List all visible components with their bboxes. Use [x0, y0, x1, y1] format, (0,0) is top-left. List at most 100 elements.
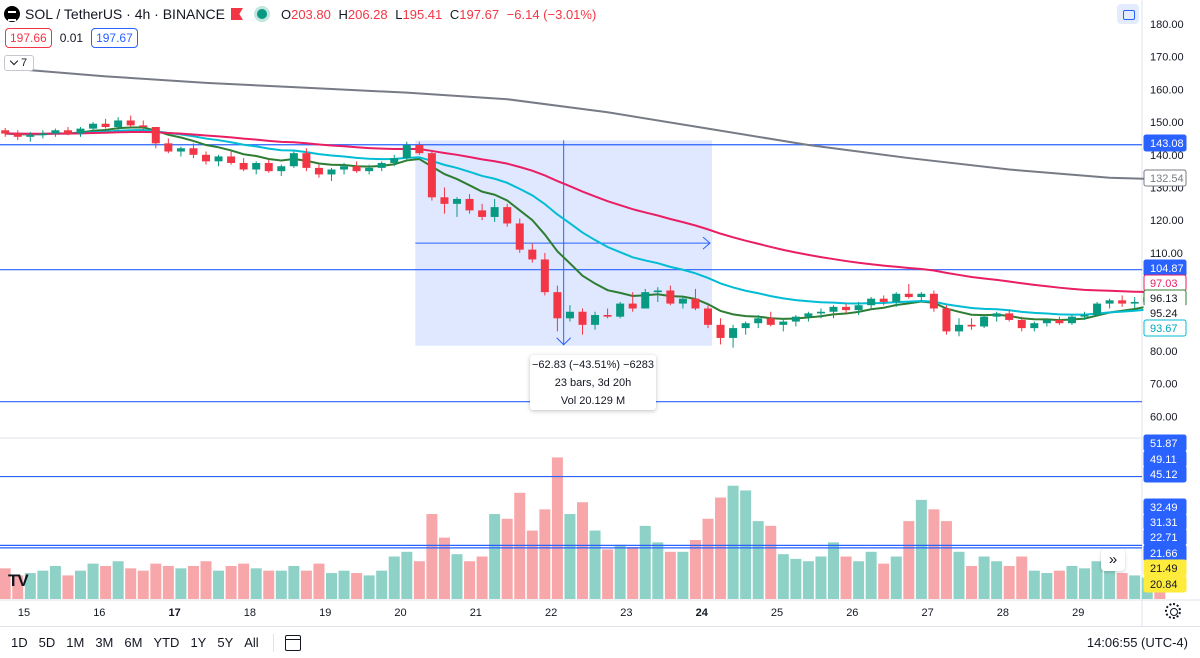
candle-body	[1042, 319, 1051, 324]
clock-readout[interactable]: 14:06:55 (UTC-4)	[1086, 635, 1188, 650]
snapshot-icon[interactable]	[1117, 4, 1139, 24]
volume-bar	[451, 554, 463, 599]
candle-body	[804, 313, 813, 317]
range-1m[interactable]: 1M	[66, 635, 85, 650]
symbol-label[interactable]: SOL / TetherUS · 4h · BINANCE	[25, 6, 225, 22]
candle-body	[1030, 323, 1039, 329]
candle-body	[415, 144, 424, 154]
volume-bar	[250, 568, 262, 599]
toolbar-divider	[272, 633, 274, 652]
volume-bar	[928, 509, 940, 599]
candle-body	[13, 133, 22, 137]
indicators-toggle[interactable]: 7	[4, 55, 34, 71]
buy-price-button[interactable]: 197.67	[91, 28, 138, 48]
volume-bar	[413, 561, 425, 599]
range-all[interactable]: All	[244, 635, 259, 650]
volume-bar	[100, 565, 112, 599]
volume-bar	[652, 542, 664, 599]
sell-price-button[interactable]: 197.66	[5, 28, 52, 48]
volume-bar	[401, 551, 413, 599]
volume-bar	[966, 565, 978, 599]
measure-bars: 23 bars, 3d 20h	[554, 377, 632, 389]
bid-ask: 197.66 0.01 197.67	[5, 28, 138, 48]
solana-logo-icon	[4, 6, 20, 22]
candle-body	[641, 292, 650, 309]
candle-body	[616, 303, 625, 317]
candle-body	[879, 298, 888, 302]
ema-21-line	[5, 128, 1160, 316]
range-1y[interactable]: 1Y	[190, 635, 207, 650]
chart-canvas[interactable]: 180.00170.00160.00150.00140.00130.00120.…	[0, 0, 1200, 626]
time-tick-label: 18	[244, 607, 256, 619]
candle-body	[402, 144, 411, 159]
candle-body	[540, 259, 549, 293]
time-tick-label: 19	[319, 607, 331, 619]
range-ytd[interactable]: YTD	[153, 635, 180, 650]
calendar-goto-icon[interactable]	[284, 634, 301, 651]
time-tick-label: 21	[470, 607, 482, 619]
candle-body	[176, 148, 185, 152]
volume-bar	[589, 530, 601, 599]
price-badge: 104.87	[1150, 263, 1184, 275]
volume-bar	[263, 570, 275, 599]
time-tick-label: 22	[545, 607, 557, 619]
candle-body	[490, 207, 499, 217]
volume-badge: 51.87	[1150, 438, 1178, 450]
candle-body	[427, 153, 436, 198]
volume-bar	[288, 565, 300, 599]
time-tick-label: 16	[93, 607, 105, 619]
candle-body	[929, 293, 938, 309]
range-6m[interactable]: 6M	[124, 635, 143, 650]
volume-bar	[49, 565, 61, 599]
price-tick-label: 140.00	[1150, 150, 1184, 162]
price-tick-label: 170.00	[1150, 52, 1184, 64]
volume-bar	[175, 568, 187, 599]
volume-bar	[865, 551, 877, 599]
price-badge: 132.54	[1150, 173, 1184, 185]
candle-body	[854, 305, 863, 311]
range-1d[interactable]: 1D	[11, 635, 28, 650]
volume-bar	[326, 573, 337, 599]
candle-body	[653, 290, 662, 293]
range-5d[interactable]: 5D	[38, 635, 56, 650]
range-5y[interactable]: 5Y	[217, 635, 234, 650]
volume-bar	[890, 556, 902, 599]
volume-bar	[476, 556, 488, 599]
volume-bar	[225, 565, 237, 599]
price-badge-bg	[1143, 319, 1187, 337]
candle-body	[63, 130, 72, 134]
time-tick-label: 20	[394, 607, 406, 619]
candle-body	[264, 162, 273, 172]
volume-bar	[1003, 565, 1015, 599]
candle-body	[1093, 303, 1102, 316]
candle-body	[340, 166, 349, 170]
volume-badge: 45.12	[1150, 469, 1178, 481]
volume-bar	[664, 551, 676, 599]
volume-bar	[639, 525, 651, 599]
volume-bar	[677, 551, 689, 599]
volume-bar	[1041, 573, 1053, 599]
candle-body	[164, 143, 173, 152]
candle-body	[101, 123, 110, 128]
tradingview-logo[interactable]: TV	[8, 571, 29, 590]
settings-gear-icon[interactable]	[1165, 603, 1181, 619]
candle-body	[603, 315, 612, 317]
volume-bar	[1016, 556, 1028, 599]
flag-icon[interactable]	[230, 8, 243, 20]
bottom-toolbar: 1D 5D 1M 3M 6M YTD 1Y 5Y All 14:06:55 (U…	[0, 626, 1200, 658]
chevron-down-icon	[9, 56, 19, 66]
candle-body	[704, 308, 712, 325]
range-3m[interactable]: 3M	[95, 635, 114, 650]
candle-body	[114, 120, 123, 128]
market-status-icon	[256, 9, 267, 19]
volume-bar	[62, 575, 74, 599]
candle-body	[478, 210, 487, 217]
candle-body	[528, 249, 537, 260]
volume-bar	[150, 563, 162, 599]
scroll-to-realtime-button[interactable]: »	[1101, 549, 1125, 571]
candle-body	[314, 167, 323, 175]
volume-bar	[953, 551, 965, 599]
price-tick-label: 180.00	[1150, 19, 1184, 31]
volume-bar	[940, 521, 952, 599]
